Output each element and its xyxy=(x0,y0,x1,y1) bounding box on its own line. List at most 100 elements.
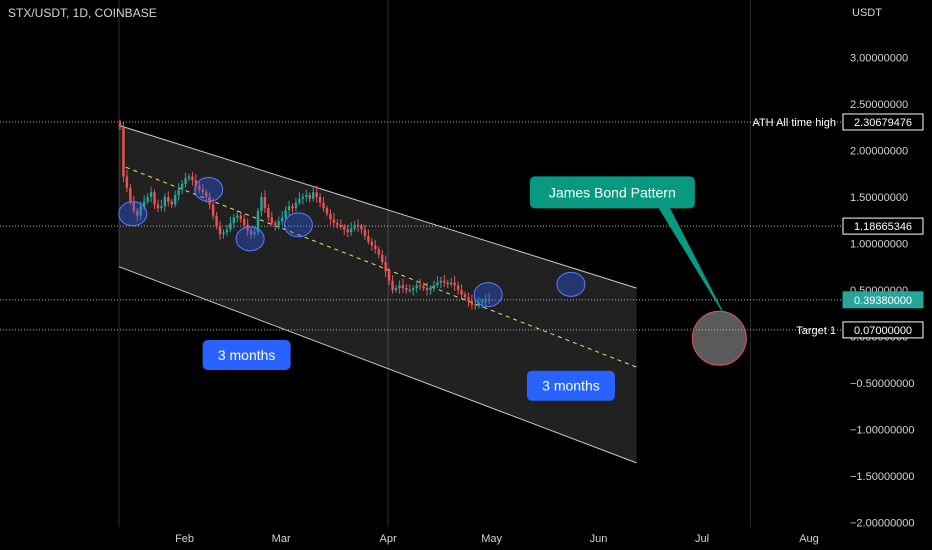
candle-body[interactable] xyxy=(484,299,487,302)
candle-body[interactable] xyxy=(394,288,398,290)
candle-body[interactable] xyxy=(467,297,470,302)
candle-body[interactable] xyxy=(377,249,380,255)
candle-body[interactable] xyxy=(408,289,411,291)
candle-body[interactable] xyxy=(177,189,180,196)
candle-body[interactable] xyxy=(163,196,167,207)
price-line-tag-1[interactable] xyxy=(842,217,924,235)
candle-body[interactable] xyxy=(384,262,387,272)
candle-body[interactable] xyxy=(415,285,418,289)
candle-body[interactable] xyxy=(422,286,425,289)
candle-body[interactable] xyxy=(446,282,449,285)
candle-body[interactable] xyxy=(360,226,363,230)
candle-body[interactable] xyxy=(343,226,346,230)
candle-body[interactable] xyxy=(346,229,349,233)
candle-body[interactable] xyxy=(125,176,129,188)
candle-body[interactable] xyxy=(274,223,277,225)
candle-body[interactable] xyxy=(191,176,194,181)
candle-body[interactable] xyxy=(122,127,125,177)
target-circle[interactable] xyxy=(691,310,747,366)
candle-body[interactable] xyxy=(425,288,429,290)
candle-body[interactable] xyxy=(160,206,163,209)
candle-body[interactable] xyxy=(280,217,284,222)
candle-body[interactable] xyxy=(277,221,280,225)
candle-body[interactable] xyxy=(370,241,374,246)
price-line-tag-2[interactable] xyxy=(842,291,924,309)
candle-body[interactable] xyxy=(194,180,198,186)
candle-body[interactable] xyxy=(356,224,360,227)
candle-body[interactable] xyxy=(481,301,484,303)
candle-body[interactable] xyxy=(381,254,384,263)
candle-body[interactable] xyxy=(363,229,367,237)
candle-body[interactable] xyxy=(218,226,222,235)
candle-body[interactable] xyxy=(329,213,332,220)
candle-body[interactable] xyxy=(453,282,456,286)
candle-body[interactable] xyxy=(308,195,311,199)
candle-body[interactable] xyxy=(239,215,242,220)
duration-label-0[interactable] xyxy=(202,340,291,371)
candle-body[interactable] xyxy=(456,285,460,290)
candle-body[interactable] xyxy=(450,282,453,285)
candle-body[interactable] xyxy=(318,196,322,203)
candle-body[interactable] xyxy=(139,206,142,216)
candle-body[interactable] xyxy=(474,304,477,306)
price-line-tag-0[interactable] xyxy=(842,113,924,131)
candle-body[interactable] xyxy=(205,192,208,197)
candle-body[interactable] xyxy=(184,178,187,184)
candle-body[interactable] xyxy=(374,245,377,250)
candle-body[interactable] xyxy=(170,201,173,205)
touch-marker-0[interactable] xyxy=(118,201,148,227)
candle-body[interactable] xyxy=(301,196,305,199)
candle-body[interactable] xyxy=(229,223,232,230)
candle-body[interactable] xyxy=(349,228,353,233)
candle-body[interactable] xyxy=(215,215,218,227)
candle-body[interactable] xyxy=(412,288,415,290)
candle-body[interactable] xyxy=(118,122,122,128)
candle-body[interactable] xyxy=(236,215,239,218)
candle-body[interactable] xyxy=(443,280,446,283)
candle-body[interactable] xyxy=(470,301,474,305)
candle-body[interactable] xyxy=(246,224,249,231)
touch-marker-2[interactable] xyxy=(235,226,265,252)
candle-body[interactable] xyxy=(225,229,229,233)
candle-body[interactable] xyxy=(387,271,391,281)
candle-body[interactable] xyxy=(305,195,308,197)
candle-body[interactable] xyxy=(405,288,408,290)
candle-body[interactable] xyxy=(232,217,236,224)
candle-body[interactable] xyxy=(198,185,201,190)
candle-body[interactable] xyxy=(174,195,177,205)
candle-body[interactable] xyxy=(249,230,253,235)
candle-body[interactable] xyxy=(367,236,370,242)
candle-body[interactable] xyxy=(263,196,267,209)
candle-body[interactable] xyxy=(325,208,329,214)
candle-body[interactable] xyxy=(460,289,463,295)
candle-body[interactable] xyxy=(153,192,156,205)
candle-body[interactable] xyxy=(291,206,294,209)
candle-body[interactable] xyxy=(439,280,443,283)
candle-body[interactable] xyxy=(222,232,225,235)
candle-body[interactable] xyxy=(401,285,405,289)
candle-body[interactable] xyxy=(336,223,339,225)
candle-body[interactable] xyxy=(315,192,318,197)
candle-body[interactable] xyxy=(201,189,204,193)
candle-body[interactable] xyxy=(167,196,170,202)
candle-body[interactable] xyxy=(312,192,315,199)
candle-body[interactable] xyxy=(463,294,467,298)
james-bond-callout[interactable] xyxy=(529,176,695,209)
channel-median-line[interactable] xyxy=(125,166,637,368)
candle-body[interactable] xyxy=(418,285,422,287)
candle-body[interactable] xyxy=(487,299,491,301)
candle-body[interactable] xyxy=(146,196,149,202)
candle-body[interactable] xyxy=(353,224,356,229)
candle-body[interactable] xyxy=(149,192,153,197)
touch-marker-4[interactable] xyxy=(473,282,503,308)
price-line-tag-3[interactable] xyxy=(842,321,924,339)
candle-body[interactable] xyxy=(136,210,139,216)
touch-marker-5[interactable] xyxy=(556,271,586,297)
time-axis[interactable] xyxy=(0,527,842,550)
candle-body[interactable] xyxy=(208,196,211,205)
touch-marker-3[interactable] xyxy=(283,212,313,238)
candle-body[interactable] xyxy=(243,219,246,225)
candle-body[interactable] xyxy=(132,201,135,211)
candle-body[interactable] xyxy=(270,217,273,224)
